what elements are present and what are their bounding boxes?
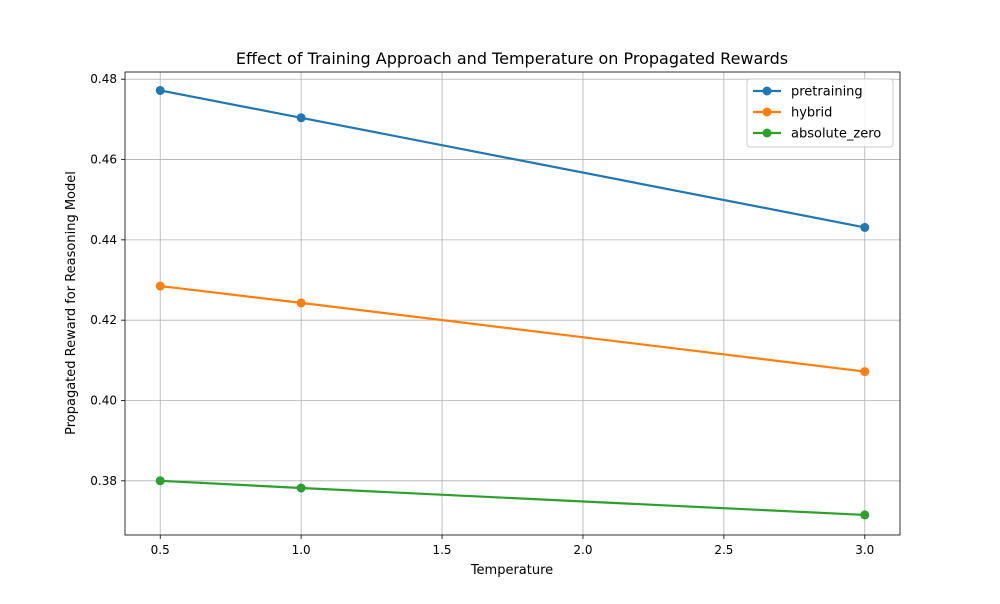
data-point-absolute_zero xyxy=(155,476,165,486)
x-tick-label: 3.0 xyxy=(855,543,874,557)
legend-swatch-marker xyxy=(762,107,772,117)
data-point-pretraining xyxy=(860,222,870,232)
data-point-pretraining xyxy=(155,85,165,95)
data-point-pretraining xyxy=(296,113,306,123)
y-tick-label: 0.38 xyxy=(90,474,117,488)
plot-frame xyxy=(124,71,901,536)
chart-title: Effect of Training Approach and Temperat… xyxy=(236,49,788,68)
legend-box xyxy=(746,78,894,148)
legend-label: pretraining xyxy=(791,85,863,100)
data-point-hybrid xyxy=(860,367,870,377)
series-line-hybrid xyxy=(160,284,865,373)
x-tick-label: 1.0 xyxy=(292,543,311,557)
legend-swatch-marker xyxy=(762,128,772,138)
x-tick-label: 2.0 xyxy=(573,543,592,557)
y-axis-label: Propagated Reward for Reasoning Model xyxy=(64,171,79,435)
x-axis-label: Temperature xyxy=(470,563,553,578)
series-line-absolute_zero xyxy=(160,479,865,517)
y-tick-label: 0.44 xyxy=(90,233,117,247)
x-tick-label: 1.5 xyxy=(432,543,451,557)
data-series xyxy=(155,85,870,520)
grid-lines xyxy=(125,72,900,535)
y-tick-label: 0.48 xyxy=(90,72,117,86)
x-tick-label: 2.5 xyxy=(714,543,733,557)
data-point-hybrid xyxy=(155,281,165,291)
data-point-absolute_zero xyxy=(860,510,870,520)
y-tick-label: 0.42 xyxy=(90,313,117,327)
legend-label: hybrid xyxy=(791,106,832,121)
y-tick-label: 0.46 xyxy=(90,153,117,167)
legend-swatch-marker xyxy=(762,86,772,96)
data-point-hybrid xyxy=(296,298,306,308)
axes: 0.5 1.0 1.5 2.0 2.5 3.0 0.38 0.40 0.42 0.44 0.46 0.… xyxy=(90,71,901,557)
legend-label: absolute_zero xyxy=(791,127,881,142)
legend: pretraining hybrid absolute_zero xyxy=(746,78,894,148)
y-tick-label: 0.40 xyxy=(90,393,117,407)
data-point-absolute_zero xyxy=(296,483,306,493)
x-tick-label: 0.5 xyxy=(151,543,170,557)
